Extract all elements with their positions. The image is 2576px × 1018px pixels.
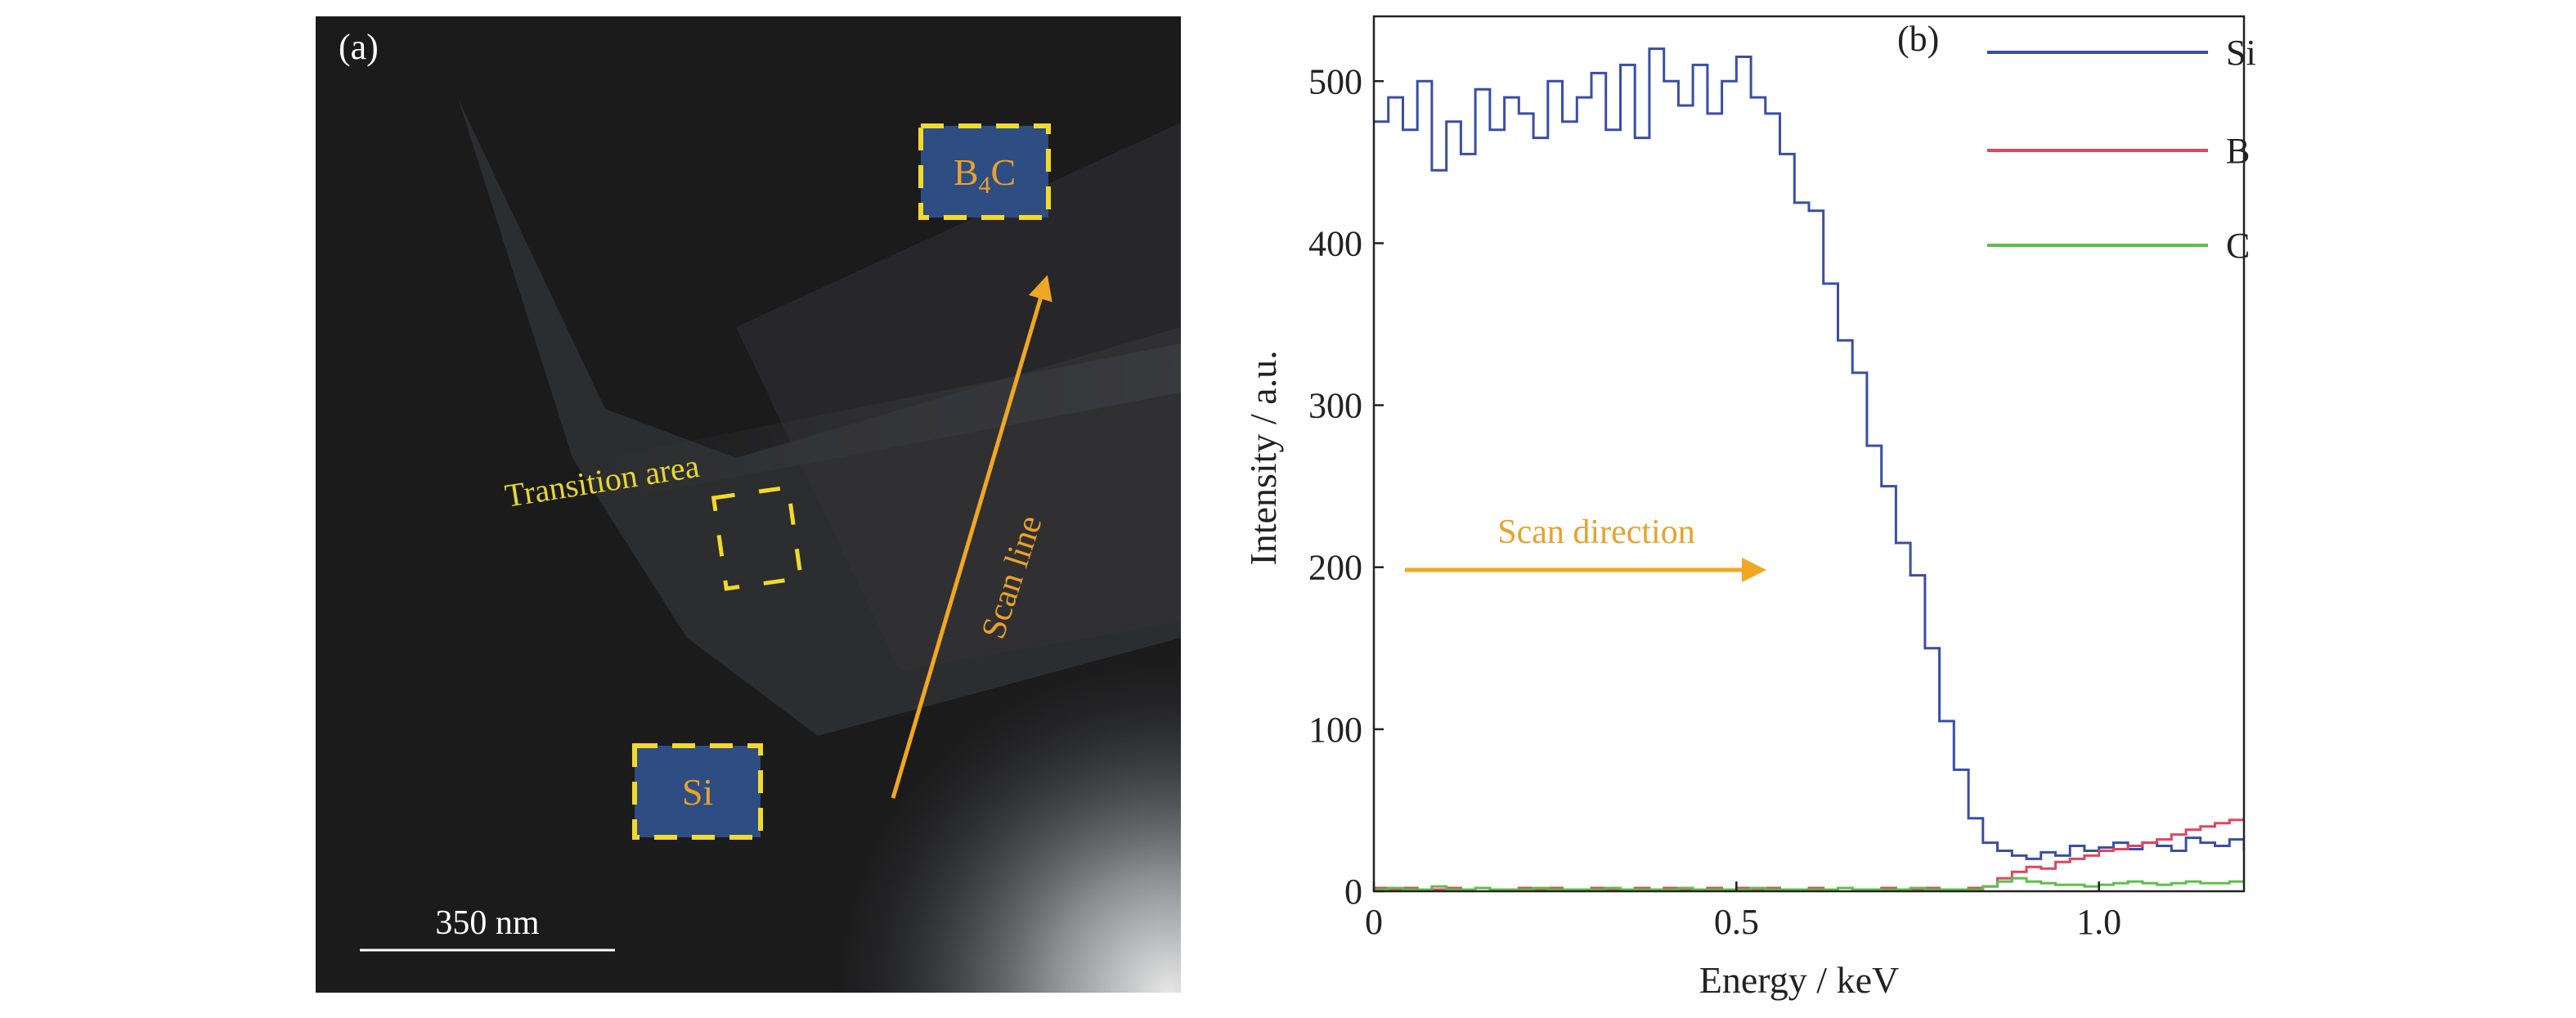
- series-line-c: [1374, 877, 2244, 891]
- y-tick-label: 500: [1308, 61, 1362, 101]
- b4c-label: B4C: [954, 151, 1016, 199]
- legend-item-si: Si: [1987, 33, 2256, 73]
- si-label: Si: [682, 771, 713, 813]
- plot-frame: [1372, 15, 2246, 893]
- axes: 0 100 200 300 400 500 0 0.5 1.0: [1308, 15, 2246, 942]
- scale-bar-label: 350 nm: [435, 904, 540, 942]
- legend-label: B: [2226, 131, 2250, 171]
- scan-direction-label: Scan direction: [1497, 513, 1694, 551]
- panel-b-label: (b): [1897, 19, 1939, 59]
- panel-a-label: (a): [339, 27, 379, 67]
- y-tick-label: 0: [1344, 872, 1362, 912]
- panel-b-chart: 0 100 200 300 400 500 0 0.5 1.0 (b) Scan directi…: [1242, 15, 2256, 1001]
- y-tick-label: 100: [1308, 710, 1362, 750]
- series-layer: [1374, 47, 2244, 891]
- legend: Si B C: [1987, 33, 2256, 266]
- x-tick-label: 0.5: [1714, 902, 1759, 942]
- panel-a-micrograph: (a) B4C Si Transition area Scan line 350…: [316, 16, 1181, 993]
- series-line-b: [1374, 816, 2244, 891]
- series-line-si: [1374, 47, 2244, 860]
- y-tick-label: 300: [1308, 386, 1362, 426]
- x-axis-label: Energy / keV: [1699, 959, 1899, 1001]
- y-tick-label: 400: [1308, 223, 1362, 263]
- legend-label: Si: [2226, 33, 2256, 73]
- y-axis-label: Intensity / a.u.: [1242, 350, 1284, 565]
- legend-item-c: C: [1987, 226, 2250, 266]
- x-tick-label: 0: [1365, 902, 1383, 942]
- b4c-region-box: B4C: [918, 123, 1051, 220]
- scan-line-arrow: [891, 275, 1052, 799]
- bright-corner: [316, 16, 1181, 993]
- si-region-box: Si: [632, 743, 763, 840]
- legend-item-b: B: [1987, 131, 2250, 171]
- y-tick-label: 200: [1308, 548, 1362, 588]
- x-tick-label: 1.0: [2076, 902, 2121, 942]
- legend-label: C: [2226, 226, 2250, 266]
- transition-area-box: [711, 485, 804, 591]
